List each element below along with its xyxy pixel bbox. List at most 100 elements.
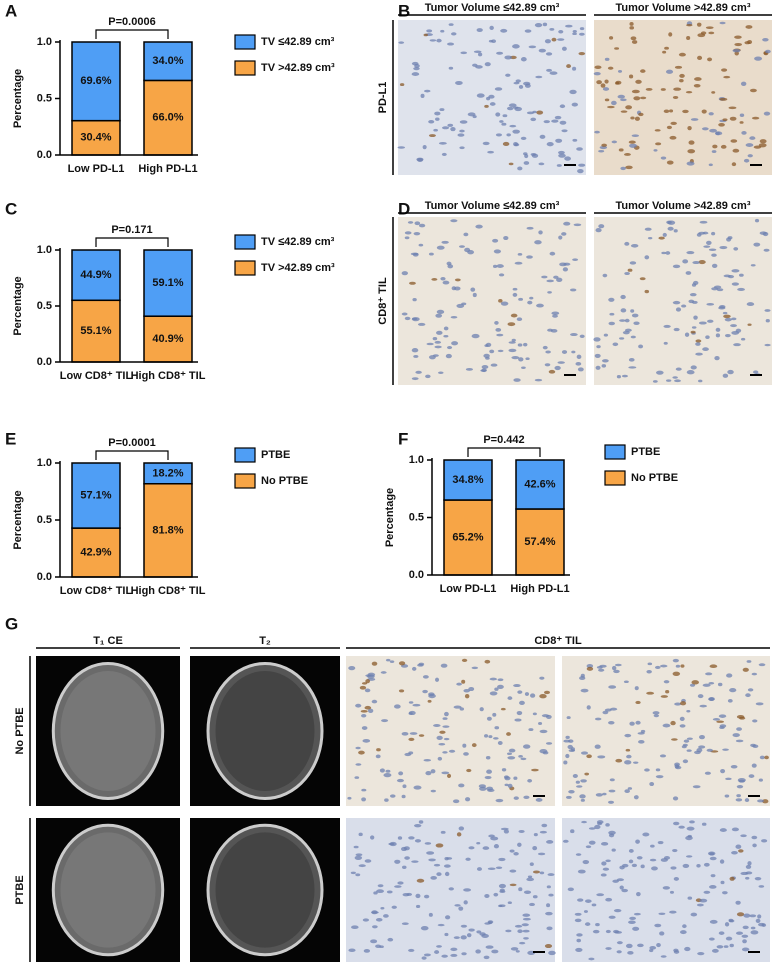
cell-nucleus (418, 223, 426, 228)
cell-nucleus (542, 345, 548, 350)
cell-nucleus (504, 55, 513, 60)
cell-nucleus (624, 789, 630, 794)
cell-nucleus (612, 342, 619, 347)
cell-nucleus (440, 276, 446, 281)
cell-nucleus (408, 701, 414, 704)
cell-nucleus (354, 855, 363, 860)
cell-nucleus (731, 269, 740, 273)
legend-swatch (234, 34, 256, 50)
cell-nucleus (428, 119, 435, 124)
cell-nucleus (576, 785, 583, 788)
cell-nucleus (495, 133, 502, 137)
cell-nucleus (409, 281, 416, 285)
cell-nucleus (502, 141, 510, 147)
cell-nucleus (430, 789, 437, 793)
panel-letter: C (5, 199, 17, 218)
cell-nucleus (702, 683, 711, 687)
column-header: T₁ CE (93, 635, 123, 647)
cell-nucleus (711, 231, 716, 236)
cell-nucleus (402, 865, 407, 870)
cell-nucleus (662, 886, 671, 890)
cell-nucleus (546, 903, 551, 908)
cell-nucleus (730, 324, 737, 328)
cell-nucleus (544, 363, 551, 367)
cell-nucleus (765, 318, 770, 323)
cell-nucleus (387, 937, 394, 942)
cell-nucleus (630, 309, 635, 313)
cell-nucleus (608, 915, 616, 919)
cell-nucleus (412, 297, 417, 302)
cell-nucleus (719, 726, 725, 730)
cell-nucleus (682, 924, 687, 929)
cell-nucleus (611, 848, 616, 852)
cell-nucleus (476, 930, 482, 934)
cell-nucleus (481, 364, 489, 369)
cell-nucleus (539, 830, 547, 834)
cell-nucleus (722, 891, 728, 895)
cell-nucleus (523, 744, 531, 749)
cell-nucleus (739, 121, 744, 124)
cell-nucleus (715, 333, 721, 338)
cell-nucleus (736, 714, 745, 719)
cell-nucleus (415, 904, 421, 909)
cell-nucleus (570, 829, 575, 834)
cell-nucleus (647, 236, 653, 240)
cell-nucleus (636, 856, 643, 860)
cell-nucleus (383, 773, 392, 778)
cell-nucleus (644, 289, 650, 294)
bar-segment (143, 249, 193, 317)
cell-nucleus (598, 149, 605, 153)
cell-nucleus (402, 784, 407, 789)
cell-nucleus (697, 55, 703, 60)
cell-nucleus (698, 321, 707, 325)
cell-nucleus (722, 118, 728, 121)
cell-nucleus (500, 301, 509, 306)
cell-nucleus (434, 111, 441, 116)
cell-nucleus (380, 671, 387, 674)
cell-nucleus (422, 689, 428, 694)
cell-nucleus (736, 912, 745, 917)
cell-nucleus (742, 925, 749, 930)
cell-nucleus (617, 69, 623, 73)
cell-nucleus (544, 690, 550, 695)
cell-nucleus (435, 843, 444, 848)
cell-nucleus (630, 335, 636, 339)
cell-nucleus (699, 704, 707, 708)
cell-nucleus (678, 825, 685, 829)
cell-nucleus (475, 949, 481, 954)
cell-nucleus (355, 746, 361, 750)
micrograph (346, 656, 555, 806)
cell-nucleus (674, 65, 683, 69)
cell-nucleus (705, 672, 713, 676)
cell-nucleus (497, 684, 504, 689)
cell-nucleus (496, 333, 504, 337)
cell-nucleus (629, 26, 635, 30)
cell-nucleus (678, 52, 686, 57)
column-header: CD8⁺ TIL (534, 635, 582, 647)
cell-nucleus (633, 96, 641, 101)
cell-nucleus (394, 859, 401, 864)
cell-nucleus (495, 327, 502, 332)
cell-nucleus (561, 350, 568, 354)
cell-nucleus (455, 80, 463, 85)
cell-nucleus (625, 748, 631, 752)
cell-nucleus (594, 824, 601, 830)
cell-nucleus (716, 945, 724, 949)
cell-nucleus (418, 734, 425, 737)
cell-nucleus (578, 163, 586, 167)
cell-nucleus (729, 116, 737, 121)
cell-nucleus (582, 859, 590, 865)
cell-nucleus (522, 913, 531, 917)
cell-nucleus (662, 232, 667, 237)
cell-nucleus (506, 732, 511, 736)
cell-nucleus (580, 673, 585, 678)
cell-nucleus (512, 44, 520, 49)
cell-nucleus (518, 887, 523, 892)
cell-nucleus (629, 261, 637, 265)
cell-nucleus (709, 856, 717, 861)
cell-nucleus (351, 925, 359, 930)
cell-nucleus (741, 947, 750, 952)
cell-nucleus (579, 794, 586, 799)
y-tick-label: 0.5 (37, 514, 52, 526)
legend-swatch (234, 473, 256, 489)
